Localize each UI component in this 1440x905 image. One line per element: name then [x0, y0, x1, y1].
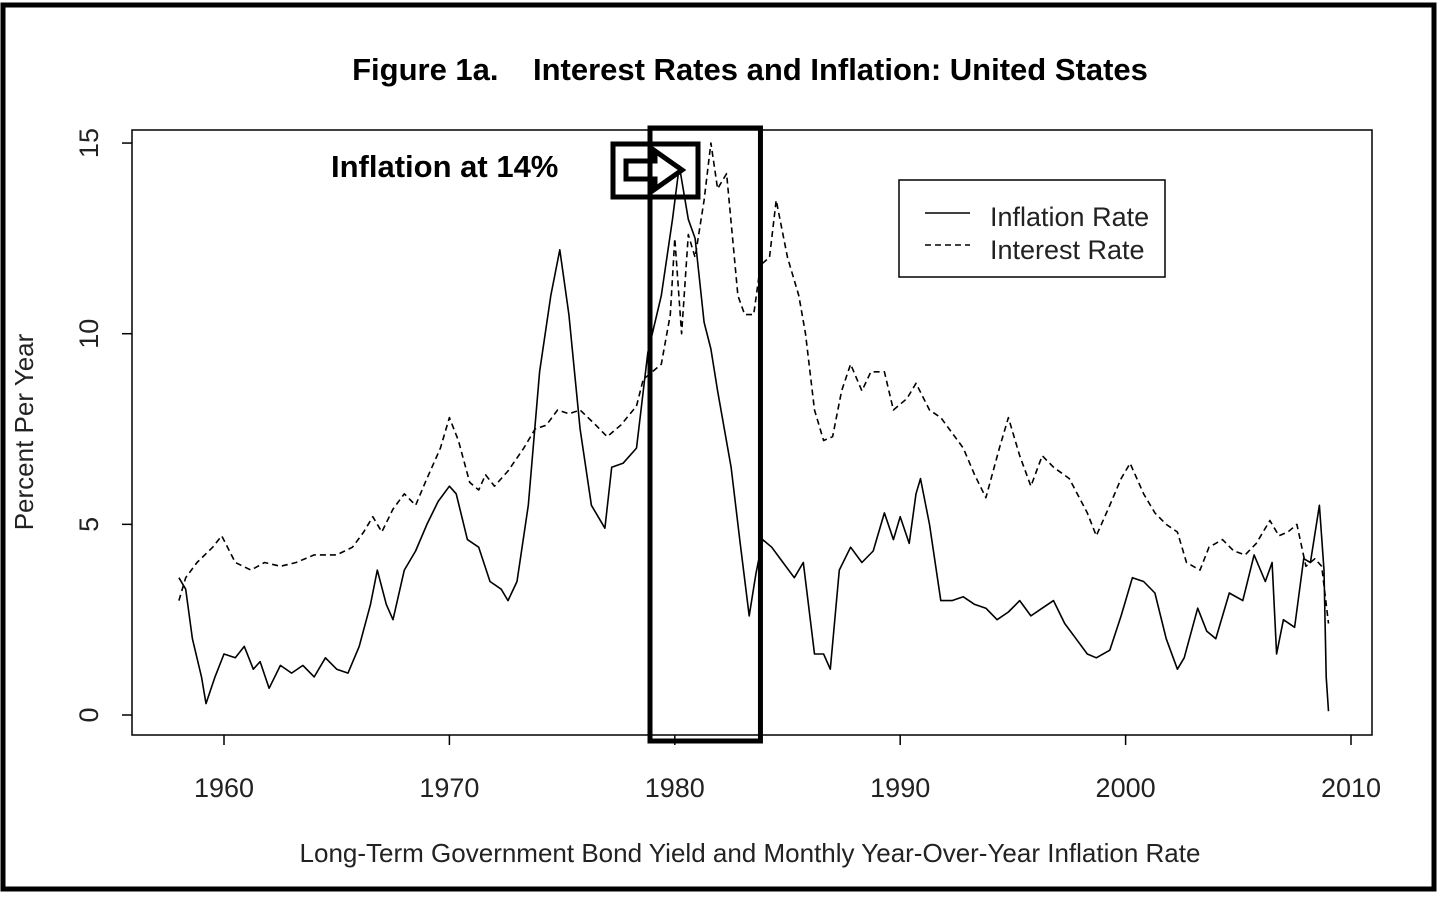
x-axis-label: Long-Term Government Bond Yield and Mont… — [300, 838, 1201, 868]
y-tick-label: 10 — [74, 319, 104, 349]
y-axis-label: Percent Per Year — [9, 333, 39, 530]
legend-label-inflation: Inflation Rate — [990, 202, 1149, 232]
legend-box — [898, 179, 1166, 278]
y-tick-label: 5 — [74, 517, 104, 532]
x-tick-label: 1990 — [870, 773, 930, 803]
x-tick-label: 1960 — [194, 773, 254, 803]
y-tick-label: 15 — [74, 128, 104, 158]
highlight-box — [647, 125, 763, 744]
y-tick-label: 0 — [74, 707, 104, 722]
series-line-interest-rate — [178, 142, 1330, 624]
annotation-arrow-box — [610, 141, 701, 200]
legend-label-interest: Interest Rate — [990, 235, 1145, 265]
legend: Inflation Rate Interest Rate — [898, 179, 1166, 278]
x-tick-label: 1980 — [645, 773, 705, 803]
x-tick-label: 2000 — [1096, 773, 1156, 803]
series-line-inflation-rate — [178, 165, 1330, 712]
x-tick-label: 2010 — [1321, 773, 1381, 803]
x-tick-label: 1970 — [419, 773, 479, 803]
chart-title: Figure 1a. Interest Rates and Inflation:… — [352, 52, 1148, 87]
arrow-right-icon — [623, 146, 687, 194]
annotation-text: Inflation at 14% — [331, 149, 558, 184]
